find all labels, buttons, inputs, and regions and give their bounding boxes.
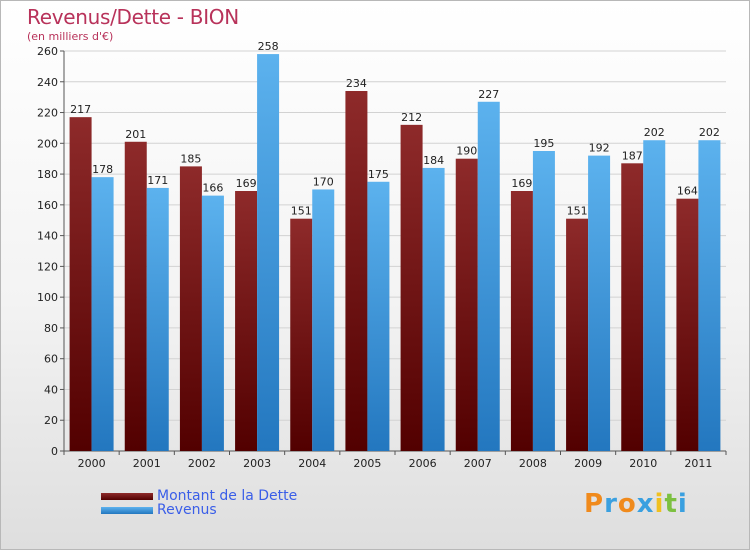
y-tick-label: 120 xyxy=(37,260,58,273)
data-label-revenus: 195 xyxy=(533,137,554,150)
y-tick-label: 180 xyxy=(37,168,58,181)
bar-revenus xyxy=(367,181,390,451)
labels: 0 20 40 60 80 100 120 140 160 180 200 220 240 260 2000… xyxy=(37,40,720,470)
proxiti-logo: Proxiti xyxy=(584,489,688,519)
data-label-debt: 190 xyxy=(456,145,477,158)
y-tick-label: 20 xyxy=(44,414,58,427)
bar-debt xyxy=(676,198,699,451)
bar-revenus xyxy=(422,167,445,451)
data-label-debt: 217 xyxy=(70,103,91,116)
data-label-revenus: 227 xyxy=(478,88,499,101)
legend-item-revenus: Revenus xyxy=(101,502,217,518)
logo-letter: t xyxy=(664,489,678,519)
x-tick-label: 2000 xyxy=(78,457,106,470)
y-tick-label: 240 xyxy=(37,76,58,89)
data-label-revenus: 258 xyxy=(258,40,279,53)
data-label-debt: 201 xyxy=(125,128,146,141)
data-label-revenus: 184 xyxy=(423,154,444,167)
logo-letter: x xyxy=(636,489,655,519)
legend-swatch-debt xyxy=(101,492,153,500)
data-label-debt: 169 xyxy=(236,177,257,190)
x-tick-label: 2005 xyxy=(353,457,381,470)
x-tick-label: 2009 xyxy=(574,457,602,470)
data-label-debt: 169 xyxy=(511,177,532,190)
y-tick-label: 260 xyxy=(37,45,58,58)
bar-revenus xyxy=(257,54,280,451)
y-tick-label: 220 xyxy=(37,107,58,120)
data-label-revenus: 178 xyxy=(92,163,113,176)
x-tick-label: 2003 xyxy=(243,457,271,470)
logo-letter: P xyxy=(584,489,605,519)
bars xyxy=(69,54,721,452)
x-tick-label: 2011 xyxy=(684,457,712,470)
bar-debt xyxy=(400,124,423,451)
bar-debt xyxy=(345,91,368,451)
bar-debt xyxy=(510,191,533,451)
bar-revenus xyxy=(588,155,611,451)
legend-item-debt: Montant de la Dette xyxy=(101,488,297,504)
bar-debt xyxy=(455,158,478,451)
x-tick-label: 2007 xyxy=(464,457,492,470)
bar-revenus xyxy=(643,140,666,451)
y-tick-label: 0 xyxy=(51,445,58,458)
y-tick-label: 140 xyxy=(37,230,58,243)
bar-debt xyxy=(621,163,644,452)
bar-debt xyxy=(69,117,92,452)
data-label-debt: 151 xyxy=(291,205,312,218)
bar-revenus xyxy=(201,195,224,451)
logo-letter: i xyxy=(654,489,665,519)
x-tick-label: 2010 xyxy=(629,457,657,470)
data-label-debt: 212 xyxy=(401,111,422,124)
axes xyxy=(60,50,727,455)
data-label-revenus: 202 xyxy=(644,126,665,139)
y-tick-label: 160 xyxy=(37,199,58,212)
bar-revenus xyxy=(146,187,169,451)
chart-title: Revenus/Dette - BION xyxy=(27,5,239,29)
data-label-revenus: 192 xyxy=(589,142,610,155)
data-label-debt: 164 xyxy=(677,185,698,198)
data-label-debt: 234 xyxy=(346,77,367,90)
x-tick-label: 2001 xyxy=(133,457,161,470)
data-label-revenus: 175 xyxy=(368,168,389,181)
y-tick-label: 80 xyxy=(44,322,58,335)
y-tick-label: 40 xyxy=(44,383,58,396)
data-label-revenus: 171 xyxy=(147,174,168,187)
bar-debt xyxy=(124,141,147,451)
bar-revenus xyxy=(91,177,114,451)
legend-label-revenus: Revenus xyxy=(157,502,217,518)
data-label-revenus: 166 xyxy=(202,182,223,195)
grid xyxy=(64,50,726,421)
logo-letter: i xyxy=(677,489,688,519)
x-tick-label: 2002 xyxy=(188,457,216,470)
x-tick-label: 2006 xyxy=(409,457,437,470)
legend-label-debt: Montant de la Dette xyxy=(157,488,298,504)
bar-revenus xyxy=(698,140,721,451)
data-label-debt: 185 xyxy=(180,152,201,165)
bar-debt xyxy=(566,218,589,451)
data-label-debt: 187 xyxy=(622,149,643,162)
x-tick-label: 2004 xyxy=(298,457,326,470)
y-tick-label: 200 xyxy=(37,137,58,150)
legend-swatch-revenus xyxy=(101,506,153,514)
data-label-debt: 151 xyxy=(567,205,588,218)
bar-debt xyxy=(290,218,313,451)
chart-subtitle: (en milliers d'€) xyxy=(27,30,114,43)
data-label-revenus: 170 xyxy=(313,175,334,188)
bar-debt xyxy=(179,166,202,451)
bar-revenus xyxy=(312,189,335,451)
data-label-revenus: 202 xyxy=(699,126,720,139)
bar-debt xyxy=(235,191,258,451)
logo-letter: o xyxy=(617,489,637,519)
y-tick-label: 100 xyxy=(37,291,58,304)
x-tick-label: 2008 xyxy=(519,457,547,470)
bar-revenus xyxy=(477,101,500,452)
y-tick-label: 60 xyxy=(44,353,58,366)
bar-revenus xyxy=(532,151,555,451)
logo-letter: r xyxy=(604,489,618,519)
